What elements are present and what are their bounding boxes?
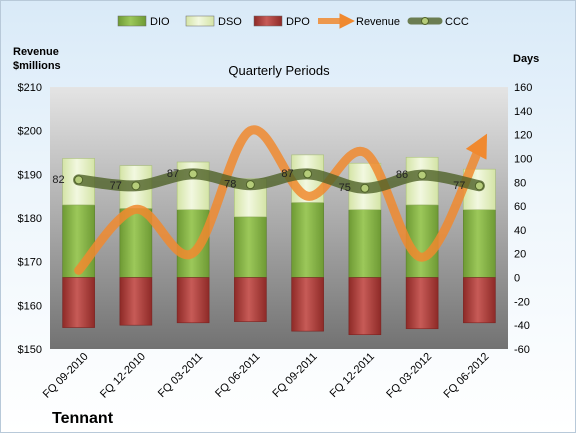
- right-tick-label: 20: [514, 249, 526, 261]
- x-tick-label: FQ 12-2011: [328, 351, 377, 400]
- left-tick-label: $160: [18, 300, 42, 312]
- left-tick-label: $170: [18, 257, 42, 269]
- x-tick-label: FQ 03-2011: [156, 351, 205, 400]
- x-tick-label: FQ 09-2011: [270, 351, 319, 400]
- dso-legend-swatch: [185, 15, 215, 27]
- ccc-point: [474, 181, 484, 191]
- x-tick-label: FQ 06-2011: [213, 351, 262, 400]
- x-tick-label: FQ 06-2012: [442, 351, 492, 401]
- right-tick-label: 160: [514, 82, 532, 94]
- right-tick-label: -60: [514, 344, 530, 356]
- dpo-legend-swatch: [253, 15, 283, 27]
- ccc-point: [188, 169, 198, 179]
- ccc-data-label: 78: [224, 179, 236, 191]
- dso-legend-label: DSO: [218, 16, 242, 28]
- x-tick-label: FQ 12-2010: [98, 351, 148, 401]
- x-axis: FQ 09-2010 FQ 12-2010 FQ 03-2011 FQ 06-2011…: [41, 351, 492, 401]
- left-tick-label: $210: [18, 82, 42, 94]
- left-tick-label: $190: [18, 169, 42, 181]
- left-tick-label: $200: [18, 126, 42, 138]
- ccc-point: [303, 169, 313, 179]
- right-tick-label: 60: [514, 201, 526, 213]
- x-tick-label: FQ 09-2010: [41, 351, 91, 401]
- ccc-data-label: 87: [281, 168, 293, 180]
- right-tick-label: -20: [514, 296, 530, 308]
- dpo-bar: [291, 277, 324, 332]
- dpo-bar: [62, 277, 95, 328]
- ccc-point: [131, 181, 141, 191]
- chart-title: Quarterly Periods: [228, 63, 330, 78]
- right-tick-label: 0: [514, 273, 520, 285]
- ccc-series: 82 77 87 78 87 75 86 77: [52, 168, 485, 194]
- revenue-line: [74, 125, 488, 275]
- right-tick-label: 120: [514, 130, 532, 142]
- ccc-legend-label: CCC: [445, 16, 469, 28]
- ccc-legend-marker: [421, 17, 429, 25]
- ccc-data-label: 77: [110, 180, 122, 192]
- right-axis: -60 -40 -20 0 20 40 60 80 100 120 140 160: [514, 82, 532, 356]
- dio-bar: [234, 216, 267, 278]
- dpo-bar: [405, 277, 439, 330]
- ccc-point: [74, 175, 84, 185]
- company-name: Tennant: [52, 410, 114, 427]
- dpo-legend-label: DPO: [286, 16, 310, 28]
- left-tick-label: $150: [18, 344, 42, 356]
- ccc-data-label: 77: [453, 180, 465, 192]
- ccc-point: [245, 180, 255, 190]
- x-tick-label: FQ 03-2012: [384, 351, 434, 401]
- revenue-legend-label: Revenue: [356, 16, 400, 28]
- ccc-data-label: 82: [52, 174, 64, 186]
- ccc-data-label: 75: [339, 182, 351, 194]
- right-tick-label: 100: [514, 153, 532, 165]
- ccc-line: [73, 168, 485, 194]
- ccc-point: [417, 170, 427, 180]
- dio-legend-swatch: [117, 15, 147, 27]
- right-tick-label: 40: [514, 225, 526, 237]
- ccc-data-label: 86: [396, 169, 408, 181]
- revenue-series: [74, 125, 488, 275]
- right-tick-label: 140: [514, 106, 532, 118]
- left-axis: $150 $160 $170 $180 $190 $200 $210: [18, 82, 42, 356]
- ccc-point: [360, 183, 370, 193]
- right-tick-label: -40: [514, 320, 530, 332]
- dio-bar: [348, 209, 382, 278]
- right-axis-title: Days: [513, 53, 539, 65]
- dpo-bar: [119, 277, 153, 326]
- dpo-bar: [176, 277, 210, 324]
- dio-bar: [291, 202, 324, 278]
- dio-bar: [463, 209, 496, 278]
- dio-legend-label: DIO: [150, 16, 170, 28]
- dpo-bar: [463, 277, 496, 324]
- left-axis-title-line-2: $millions: [13, 60, 61, 72]
- dpo-bar: [234, 277, 267, 322]
- ccc-data-label: 87: [167, 168, 179, 180]
- legend: DIO DSO DPO Revenue CCC: [117, 13, 469, 29]
- left-tick-label: $180: [18, 213, 42, 225]
- right-tick-label: 80: [514, 177, 526, 189]
- left-axis-title-line-1: Revenue: [13, 46, 59, 58]
- dpo-bar: [348, 277, 382, 336]
